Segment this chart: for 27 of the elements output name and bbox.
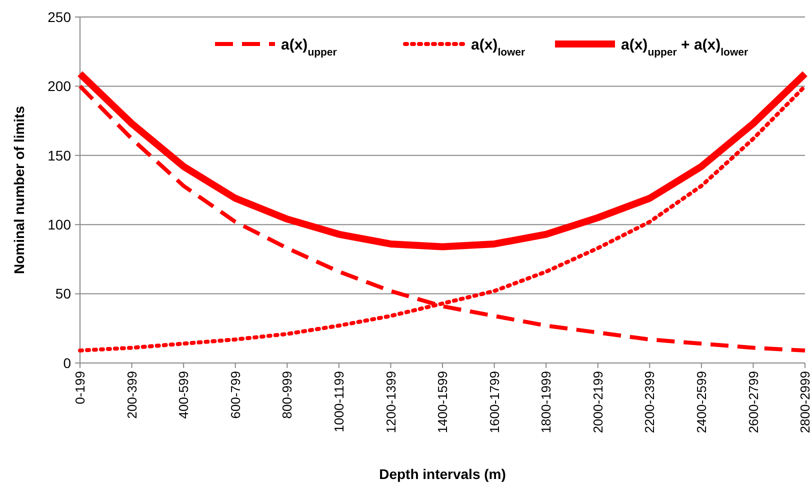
x-tick-label: 800-999 [280,371,295,419]
y-tick-label: 50 [55,286,72,302]
legend-label: a(x)$_{upper}$ + a(x)$_{lower}$ [621,36,748,58]
x-tick-label: 2000-2199 [590,371,606,434]
y-tick-label: 0 [63,354,72,371]
legend-label: a(x)$_{upper}$ [281,36,337,58]
y-tick-label: 150 [48,147,72,164]
x-tick-label: 400-599 [176,371,192,419]
x-tick-label: 1000-1199 [331,371,346,432]
x-tick-label: 2400-2599 [694,371,709,434]
x-tick-label: 1600-1799 [486,371,502,434]
y-tick-label: 200 [48,78,72,94]
y-tick-label: 100 [48,216,72,232]
x-tick-label: 2800-2999 [798,371,811,434]
line-series [78,84,807,353]
x-tick-label: 200-399 [124,371,140,419]
x-tick-label: 1200-1399 [383,371,398,434]
x-tick-label: 2600-2799 [746,371,761,434]
x-axis-title: Depth intervals (m) [379,466,506,482]
x-tick-label: 2200-2399 [642,371,658,434]
y-tick-label: 250 [48,8,72,25]
x-tick-label: 600-799 [228,371,243,419]
x-tick-label: 1400-1599 [435,371,450,434]
x-tick-label: 1800-1999 [538,371,554,434]
x-tick-label: 0-199 [72,371,88,404]
legend-label: a(x)$_{lower}$ [471,36,526,58]
y-axis-title: Nominal number of limits [11,106,27,274]
